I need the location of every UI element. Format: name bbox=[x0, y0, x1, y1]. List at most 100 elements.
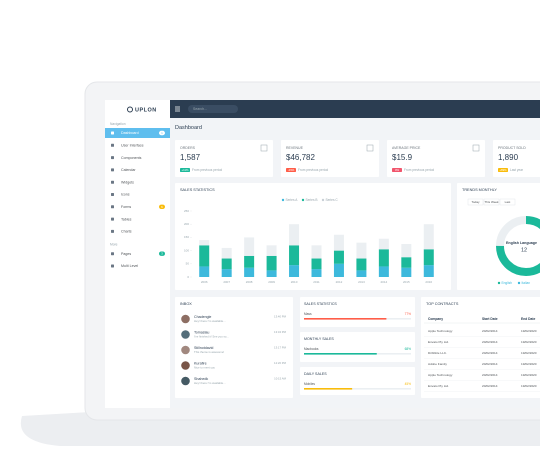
sidebar-item[interactable]: Pages bbox=[121, 252, 131, 256]
table-cell: Adobe Family bbox=[428, 362, 447, 366]
bar-segment bbox=[244, 255, 255, 268]
bar-segment bbox=[378, 249, 389, 267]
search-box[interactable] bbox=[188, 105, 238, 113]
avatar bbox=[181, 345, 190, 355]
y-tick-label: 0 bbox=[187, 275, 189, 279]
sidebar-item[interactable]: Icons bbox=[121, 193, 130, 197]
sidebar-icon bbox=[111, 156, 114, 160]
sender[interactable]: Shahedk bbox=[194, 377, 208, 381]
stat-card bbox=[387, 140, 485, 177]
message: This theme is awesome! bbox=[194, 350, 224, 354]
sidebar-item[interactable]: Tables bbox=[121, 217, 132, 221]
stat-value: $15.9 bbox=[392, 153, 413, 162]
stat-badge bbox=[180, 168, 190, 172]
time: 12:20 PM bbox=[274, 361, 287, 365]
table-cell: 20/02/2014 bbox=[482, 384, 498, 388]
progress-bar bbox=[304, 353, 377, 355]
sidebar-item[interactable]: Multi Level bbox=[121, 264, 138, 268]
bar-segment bbox=[221, 269, 232, 277]
table-cell: 19/02/2020 bbox=[521, 373, 537, 377]
progress-item: Mass bbox=[304, 312, 312, 316]
bar-segment bbox=[289, 245, 300, 266]
bar-segment bbox=[266, 270, 277, 277]
x-tick-label: 2008 bbox=[246, 280, 253, 284]
progress-label: 77% bbox=[405, 312, 412, 316]
message: Nice to meet you bbox=[194, 365, 215, 369]
sidebar-icon bbox=[111, 193, 114, 196]
donut-legend-dot bbox=[517, 281, 521, 285]
x-tick-label: 2007 bbox=[223, 280, 230, 284]
sidebar-item[interactable]: Widgets bbox=[121, 180, 134, 184]
bar-segment bbox=[401, 257, 412, 268]
bar-segment bbox=[333, 263, 344, 277]
time: 13:34 PM bbox=[274, 330, 287, 334]
bar-segment bbox=[266, 255, 277, 271]
x-tick-label: 2015 bbox=[403, 280, 410, 284]
legend-swatch bbox=[281, 198, 285, 202]
stat-note: From previous period bbox=[404, 168, 434, 172]
table-cell: Dribbble LLC. bbox=[428, 351, 447, 355]
legend-swatch bbox=[301, 198, 305, 202]
table-cell: 19/02/2020 bbox=[521, 340, 537, 344]
bar-segment bbox=[199, 245, 210, 267]
sidebar-section-label: More bbox=[110, 243, 118, 247]
table-cell: 20/02/2014 bbox=[482, 362, 498, 366]
sidebar-badge bbox=[159, 251, 165, 256]
sidebar-item[interactable]: User Interface bbox=[121, 143, 144, 147]
x-tick-label: 2009 bbox=[268, 280, 275, 284]
x-tick-label: 2010 bbox=[291, 280, 298, 284]
bar-segment bbox=[333, 250, 344, 264]
x-tick-label: 2014 bbox=[381, 280, 388, 284]
table-cell: 20/02/2014 bbox=[482, 351, 498, 355]
bar-segment bbox=[378, 266, 389, 277]
time: 13:17 PM bbox=[274, 346, 287, 350]
table-cell: 19/02/2020 bbox=[521, 329, 537, 333]
donut-legend-label: English bbox=[502, 281, 513, 285]
table-cell: 20/02/2014 bbox=[482, 373, 498, 377]
tab[interactable] bbox=[467, 198, 484, 206]
tab-label: Last bbox=[505, 200, 511, 204]
sender[interactable]: Chadengle bbox=[194, 315, 211, 319]
sender[interactable]: Stillnotdavid bbox=[194, 346, 213, 350]
x-tick-label: 2012 bbox=[336, 280, 343, 284]
card-title: TRENDS MONTHLY bbox=[462, 188, 497, 192]
progress-label: 68% bbox=[405, 347, 412, 351]
sidebar-badge bbox=[159, 204, 165, 209]
donut-legend-label: Italian bbox=[522, 281, 531, 285]
donut-segment bbox=[496, 216, 540, 276]
bar-segment bbox=[199, 266, 210, 277]
column-header: Start Date bbox=[482, 317, 498, 321]
stat-icon bbox=[366, 144, 374, 152]
donut-center-label: English Language bbox=[506, 241, 537, 245]
bar-segment bbox=[221, 258, 232, 270]
legend-label: Series B bbox=[306, 198, 318, 202]
sidebar-item[interactable]: Dashboard bbox=[121, 131, 139, 135]
sidebar-item[interactable]: Forms bbox=[121, 205, 131, 209]
card-title: SALES STATISTICS bbox=[304, 302, 337, 306]
column-header: Company bbox=[428, 317, 443, 321]
sender[interactable]: Kurafire bbox=[194, 361, 207, 365]
tab[interactable] bbox=[483, 198, 500, 206]
sidebar-icon bbox=[111, 180, 114, 184]
bar-segment bbox=[356, 270, 367, 277]
legend-label: Series A bbox=[286, 198, 299, 202]
tab[interactable] bbox=[499, 198, 516, 206]
stat-value: $46,782 bbox=[286, 153, 315, 162]
sidebar-item[interactable]: Charts bbox=[121, 230, 132, 234]
avatar bbox=[181, 376, 190, 386]
menu-icon[interactable] bbox=[175, 106, 180, 112]
bar-segment bbox=[311, 245, 322, 259]
brand: UPLON bbox=[135, 107, 157, 113]
progress-label: 45% bbox=[405, 382, 412, 386]
y-tick-label: 50 bbox=[186, 262, 190, 266]
sender[interactable]: Tomaslau bbox=[194, 330, 209, 334]
stat-icon bbox=[472, 144, 480, 152]
card-title: INBOX bbox=[180, 302, 192, 306]
card-title: TOP CONTRACTS bbox=[426, 302, 459, 306]
sidebar-item[interactable]: Components bbox=[121, 156, 142, 160]
bar-segment bbox=[199, 240, 210, 246]
bar-segment bbox=[221, 247, 232, 259]
sidebar-item[interactable]: Calendar bbox=[121, 168, 136, 172]
bar-segment bbox=[266, 245, 277, 256]
screen: Search... UPLON Dashboard Navigation Dash… bbox=[105, 100, 540, 408]
